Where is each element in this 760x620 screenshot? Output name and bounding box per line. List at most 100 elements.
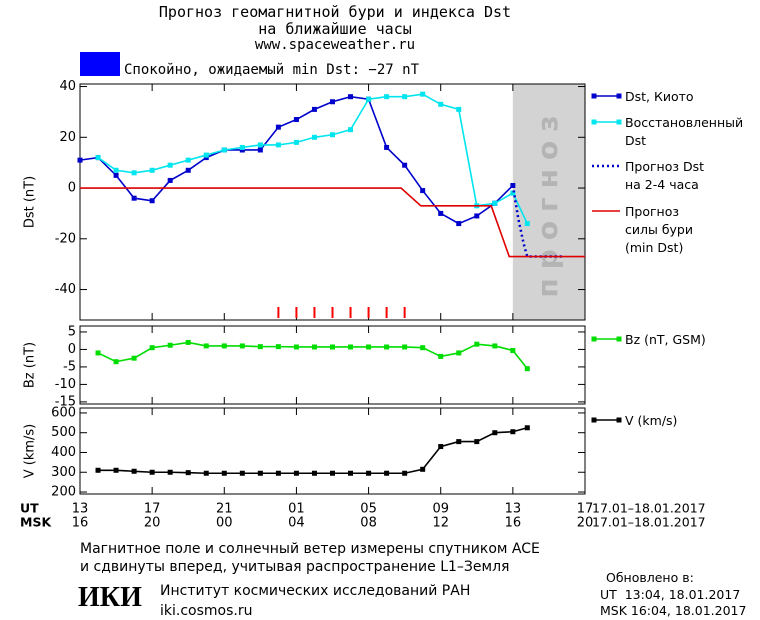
data-point (275, 344, 281, 350)
data-point (257, 142, 263, 148)
data-line (97, 93, 529, 224)
data-point (311, 106, 317, 112)
data-point (293, 139, 299, 145)
note: Магнитное поле и солнечный ветер измерен… (80, 541, 540, 557)
legend-marker (591, 119, 597, 125)
data-point (402, 470, 408, 476)
y-tick-label: 500 (51, 425, 76, 440)
forecast-zone (512, 84, 585, 320)
y-tick-label: 600 (51, 405, 76, 420)
data-point (438, 444, 444, 450)
data-point (510, 347, 516, 353)
data-point (131, 195, 137, 201)
legend-marker (616, 93, 622, 99)
data-point (510, 190, 516, 196)
y-tick-label: 20 (59, 130, 76, 145)
data-point (384, 94, 390, 100)
x-tick-label: 04 (288, 516, 305, 531)
data-point (95, 155, 101, 161)
data-point (402, 162, 408, 168)
data-point (384, 470, 390, 476)
x-tick-label: 20 (577, 516, 594, 531)
data-point (275, 470, 281, 476)
data-point (311, 470, 317, 476)
y-tick-label: 0 (68, 181, 76, 196)
data-point (185, 157, 191, 163)
legend-marker (616, 417, 622, 423)
subtitle: на ближайшие часы (258, 20, 412, 38)
legend-label: Прогноз Dst на 2-4 часа (625, 159, 705, 192)
data-point (402, 94, 408, 100)
legend-label: Восстановленный Dst (625, 115, 744, 148)
data-point (348, 127, 354, 133)
data-point (524, 221, 530, 227)
note: и сдвинуты вперед, учитывая распростране… (80, 559, 510, 575)
data-point (185, 339, 191, 345)
data-point (456, 439, 462, 445)
y-tick-label: 0 (68, 342, 76, 357)
data-point (456, 106, 462, 112)
legend-marker (616, 336, 622, 342)
legend-marker (591, 417, 597, 423)
data-point (275, 124, 281, 130)
data-point (420, 188, 426, 194)
legend-label: V (km/s) (625, 413, 678, 428)
data-point (384, 344, 390, 350)
y-tick-label: -10 (55, 377, 76, 392)
x-tick-label: 20 (144, 516, 161, 531)
updated-ut: UT 13:04, 18.01.2017 (600, 587, 741, 602)
data-point (492, 430, 498, 436)
data-point (131, 468, 137, 474)
legend-label: Dst, Киото (625, 89, 694, 104)
y-tick-label: 200 (51, 485, 76, 500)
data-point (456, 350, 462, 356)
x-tick-label: 16 (72, 516, 89, 531)
y-tick-label: -5 (63, 359, 76, 374)
x-tick-label: 09 (432, 502, 449, 517)
data-line (80, 187, 585, 258)
updated-msk: MSK 16:04, 18.01.2017 (600, 603, 747, 618)
data-point (149, 345, 155, 351)
x-tick-label: 13 (505, 502, 522, 517)
y-axis-label: Bz (nT) (23, 342, 38, 388)
data-point (438, 101, 444, 107)
y-tick-label: -15 (55, 394, 76, 409)
data-point (474, 341, 480, 347)
data-point (257, 147, 263, 153)
data-point (438, 353, 444, 359)
y-tick-label: 5 (68, 324, 76, 339)
data-point (257, 344, 263, 350)
data-point (131, 355, 137, 361)
data-point (384, 144, 390, 150)
data-point (474, 439, 480, 445)
plot-frame (79, 407, 586, 495)
data-point (492, 343, 498, 349)
data-point (167, 469, 173, 475)
data-point (438, 210, 444, 216)
forecast-label: прогноз (531, 106, 564, 297)
data-point (185, 167, 191, 173)
data-point (113, 467, 119, 473)
data-point (167, 177, 173, 183)
data-line (79, 95, 514, 225)
data-point (524, 425, 530, 431)
data-point (348, 344, 354, 350)
legend-marker (616, 119, 622, 125)
data-point (203, 343, 209, 349)
status-text: Спокойно, ожидаемый min Dst: −27 nT (124, 62, 420, 78)
legend-label: Bz (nT, GSM) (625, 332, 706, 347)
data-point (95, 350, 101, 356)
y-axis-label: V (km/s) (23, 424, 38, 479)
data-point (95, 467, 101, 473)
data-point (293, 344, 299, 350)
plot-frame (79, 83, 586, 321)
data-line (98, 426, 528, 475)
data-point (149, 198, 155, 204)
x-tick-label: 16 (505, 516, 522, 531)
data-point (203, 470, 209, 476)
data-point (456, 221, 462, 227)
data-point (239, 470, 245, 476)
site: iki.cosmos.ru (160, 603, 253, 619)
